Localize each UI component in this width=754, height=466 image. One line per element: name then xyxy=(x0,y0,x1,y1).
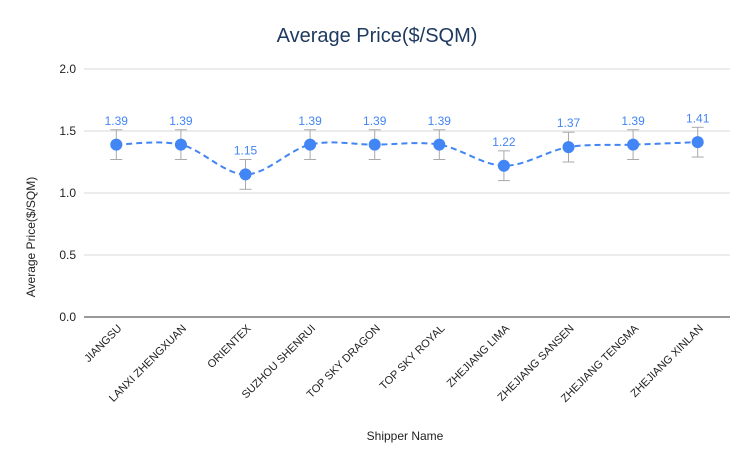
data-point xyxy=(433,138,446,151)
y-tick-label: 0.5 xyxy=(59,248,76,262)
data-label: 1.41 xyxy=(686,111,710,125)
data-labels: 1.39 1.39 1.15 1.39 1.39 1.39 1.22 1.37 1.39 1.41 xyxy=(105,111,710,157)
gridlines xyxy=(84,68,730,318)
y-axis-title: Average Price($/SQM) xyxy=(24,177,38,298)
data-label: 1.37 xyxy=(557,116,581,130)
y-tick-label: 0.0 xyxy=(59,310,76,324)
data-point xyxy=(691,136,704,149)
x-tick-label: TOP SKY DRAGON xyxy=(305,323,383,401)
x-tick-label: JIANGSU xyxy=(82,323,124,365)
data-point xyxy=(627,138,640,151)
y-tick-label: 2.0 xyxy=(59,62,76,76)
error-bars xyxy=(110,126,704,190)
data-point xyxy=(110,138,123,151)
data-points xyxy=(110,136,704,181)
x-tick-label: ZHEJIANG LIMA xyxy=(445,322,513,390)
x-tick-label: TOP SKY ROYAL xyxy=(378,323,448,393)
data-point xyxy=(174,138,187,151)
y-axis-ticks: 0.0 0.5 1.0 1.5 2.0 xyxy=(59,62,76,324)
data-label: 1.39 xyxy=(169,114,193,128)
data-label: 1.39 xyxy=(363,114,387,128)
data-label: 1.39 xyxy=(621,114,645,128)
data-point xyxy=(239,168,252,181)
series-line xyxy=(116,141,698,176)
data-point xyxy=(304,138,317,151)
data-point xyxy=(497,159,510,172)
data-point xyxy=(562,141,575,154)
y-tick-label: 1.5 xyxy=(59,124,76,138)
x-tick-label: ORIENTEX xyxy=(205,322,254,371)
x-axis-title: Shipper Name xyxy=(367,429,444,443)
data-point xyxy=(368,138,381,151)
chart-title: Average Price($/SQM) xyxy=(277,25,478,47)
data-label: 1.15 xyxy=(234,144,258,158)
data-label: 1.39 xyxy=(428,114,452,128)
data-label: 1.39 xyxy=(298,114,322,128)
data-label: 1.22 xyxy=(492,135,516,149)
x-tick-label: ZHEJIANG XINLAN xyxy=(629,323,706,400)
y-tick-label: 1.0 xyxy=(59,186,76,200)
data-label: 1.39 xyxy=(105,114,129,128)
